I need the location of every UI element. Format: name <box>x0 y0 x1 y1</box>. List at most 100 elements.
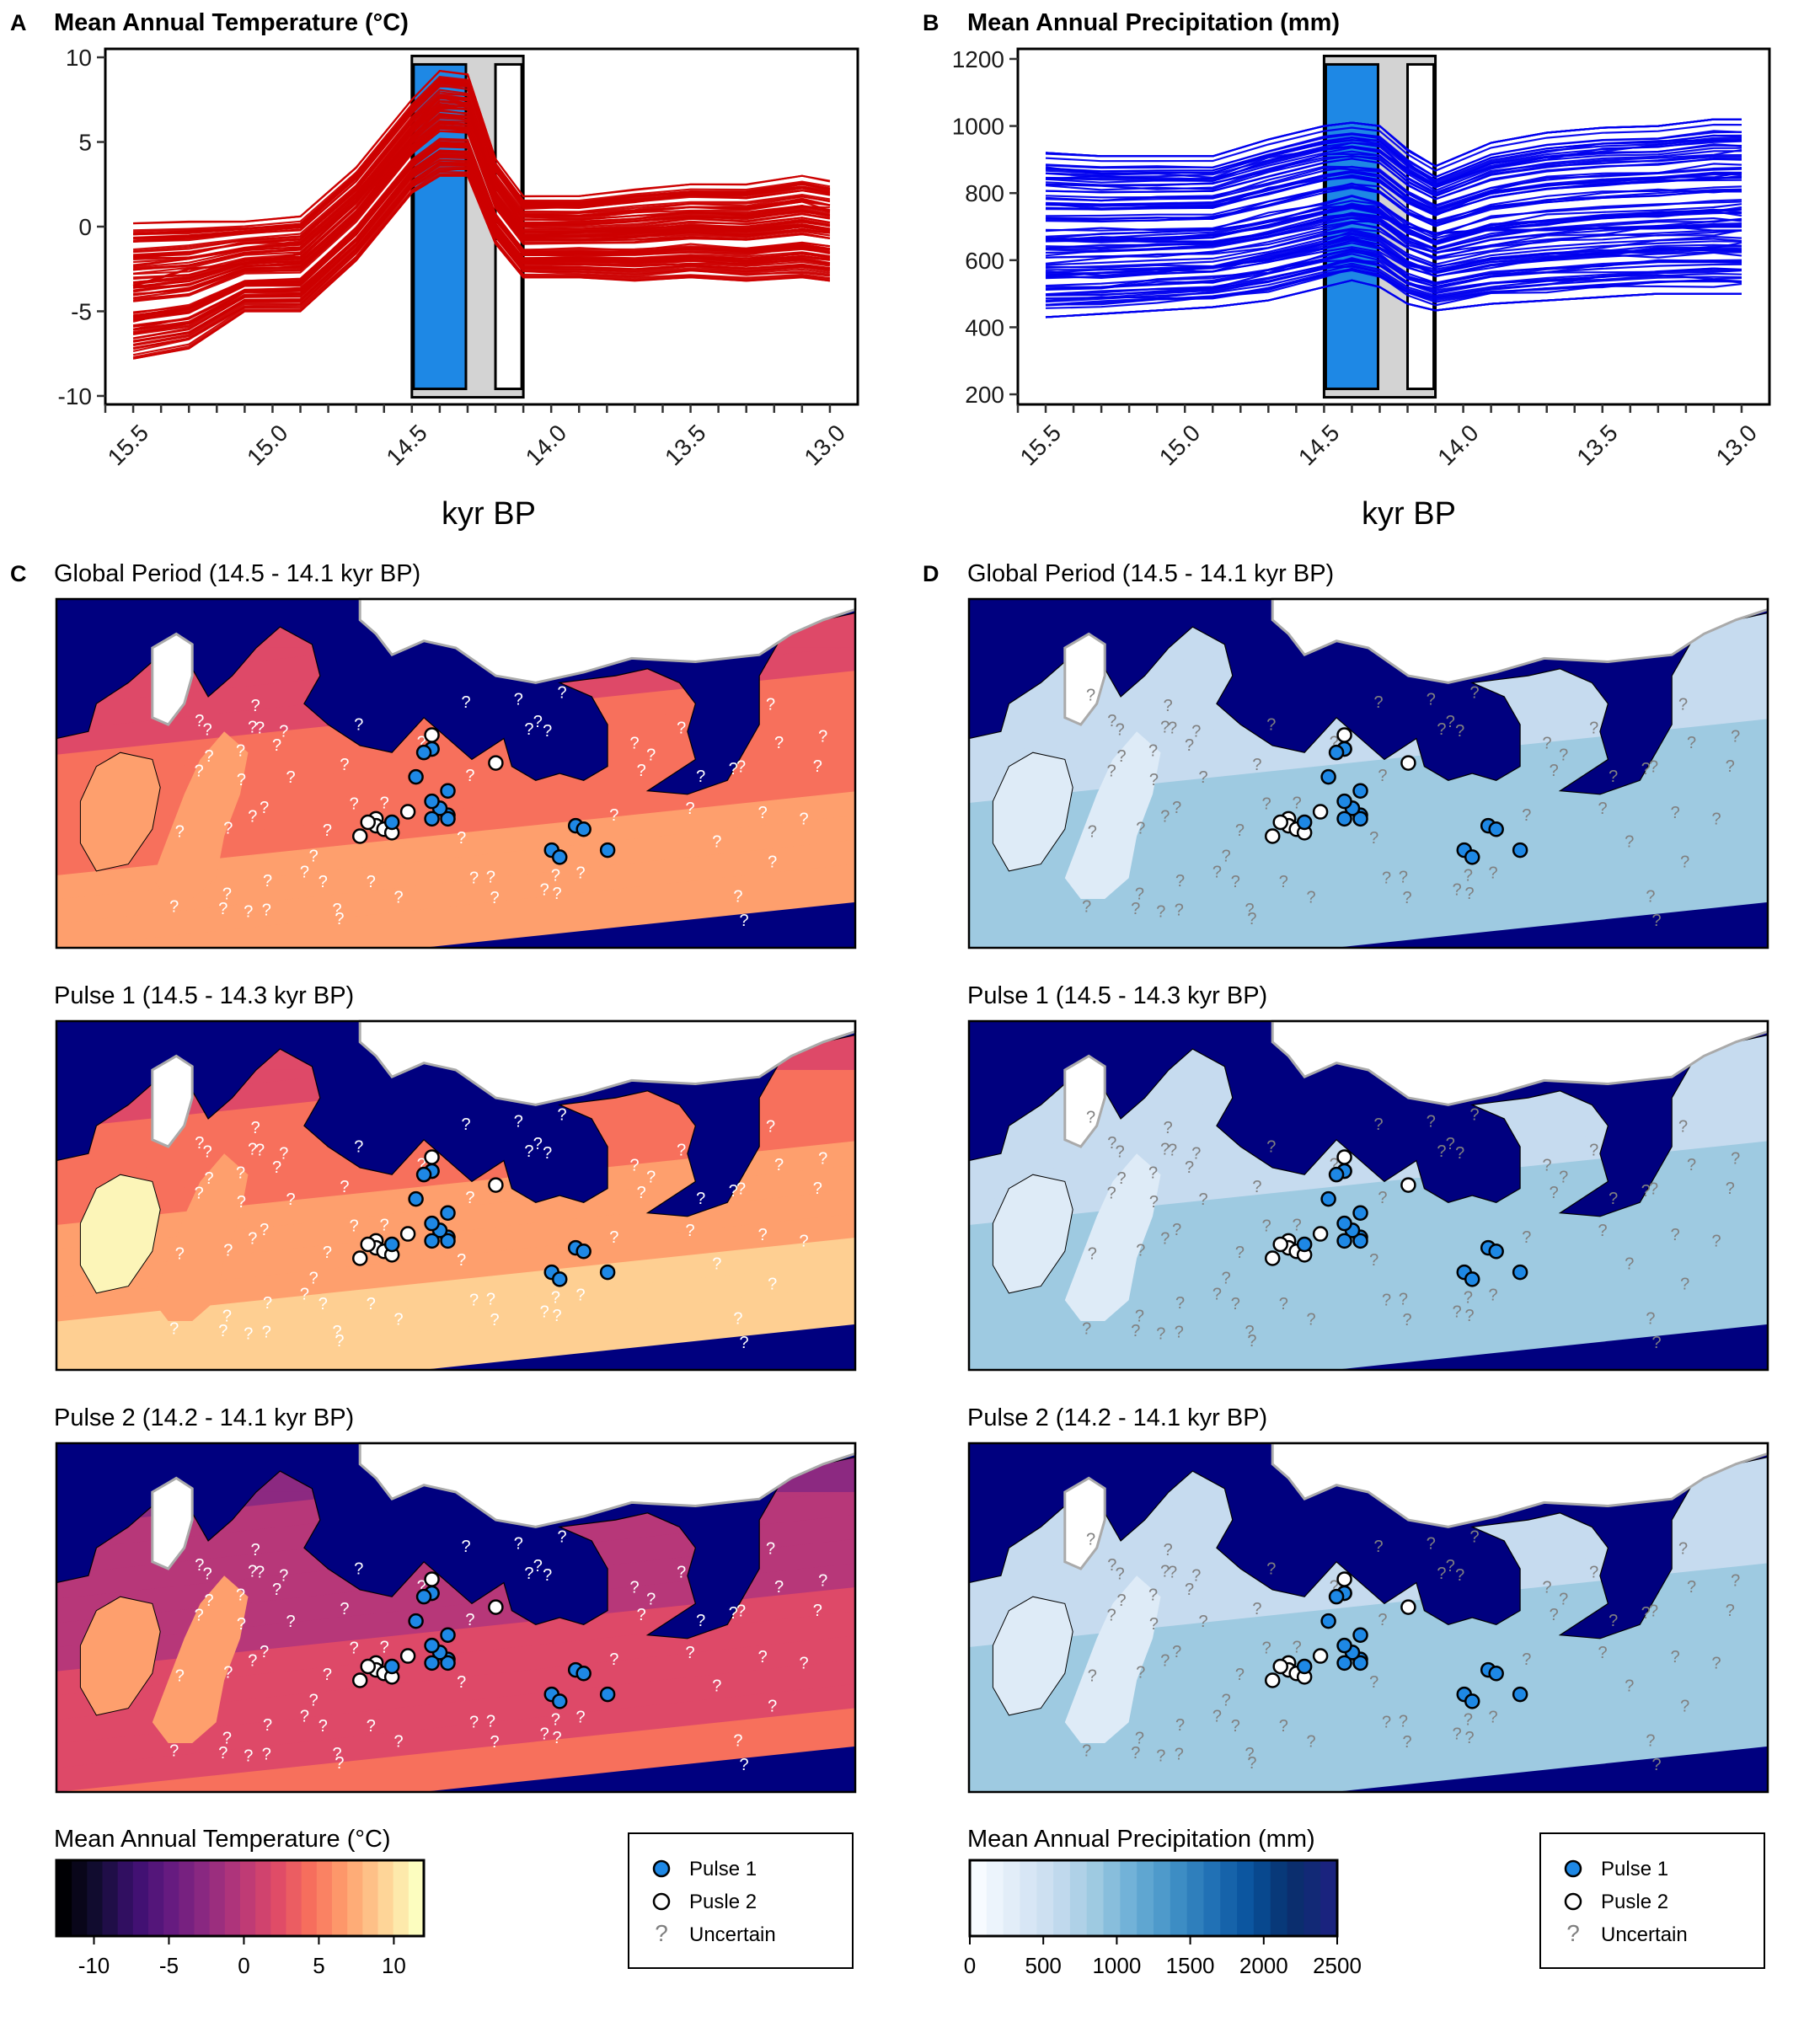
uncertain-site-marker: ? <box>354 715 363 734</box>
pulse1-site-marker <box>383 1236 400 1253</box>
uncertain-site-marker: ? <box>543 722 552 741</box>
map-frame <box>967 597 1769 949</box>
uncertain-site-marker: ? <box>457 829 466 848</box>
uncertain-site-marker: ? <box>1175 1746 1184 1764</box>
uncertain-site-marker: ? <box>236 1586 245 1604</box>
colorbar-swatch <box>1287 1860 1304 1936</box>
pulse2-site-marker <box>1400 755 1416 771</box>
pulse1-site-marker <box>440 1205 456 1221</box>
uncertain-site-marker: ? <box>1726 757 1735 776</box>
uncertain-site-marker: ? <box>367 1717 376 1736</box>
uncertain-site-marker: ? <box>1175 872 1185 891</box>
temperature-map-pulse2: ????????????????????????????????????????… <box>55 1442 857 1794</box>
trajectory-line <box>1045 233 1742 274</box>
colorbar-swatch <box>132 1860 149 1936</box>
y-tick-label: -10 <box>58 383 92 409</box>
panel-letter-d: D <box>923 561 939 586</box>
trajectory-line <box>1045 239 1742 279</box>
uncertain-site-marker: ? <box>1185 736 1194 755</box>
pulse1-site-marker <box>1328 744 1345 761</box>
uncertain-site-marker: ? <box>758 1226 768 1244</box>
uncertain-site-marker: ? <box>1542 1578 1551 1597</box>
uncertain-site-marker: ? <box>237 1615 246 1634</box>
uncertain-site-marker: ? <box>262 1324 271 1342</box>
uncertain-site-marker: ? <box>576 1286 586 1304</box>
uncertain-site-marker: ? <box>1646 1732 1655 1751</box>
ireland-landmass <box>992 1174 1073 1294</box>
y-tick-label: 200 <box>965 382 1004 408</box>
uncertain-site-marker: ? <box>1235 1244 1245 1262</box>
colorbar-swatch <box>209 1860 226 1936</box>
legend-label-pulse1: Pulse 1 <box>1601 1858 1668 1880</box>
pulse2-site-marker <box>1264 828 1281 844</box>
uncertain-site-marker: ? <box>1198 768 1207 787</box>
pulse2-site-marker <box>399 1226 416 1242</box>
britain-landmass <box>1064 731 1161 899</box>
uncertain-site-marker: ? <box>1279 1717 1288 1736</box>
pulse2-site-marker <box>1336 727 1352 743</box>
pulse1-site-marker <box>1296 1236 1313 1253</box>
uncertain-site-marker: ? <box>740 912 749 930</box>
uncertain-site-marker: ? <box>729 1182 738 1201</box>
uncertain-site-marker: ? <box>350 794 359 813</box>
pulse1-site-marker <box>1464 1693 1480 1709</box>
uncertain-site-marker: ? <box>1148 1163 1158 1182</box>
uncertain-site-marker: ? <box>1136 1663 1145 1682</box>
uncertain-site-marker: ? <box>1550 762 1559 780</box>
uncertain-site-marker: ? <box>1135 885 1144 904</box>
uncertain-site-marker: ? <box>758 1648 768 1666</box>
trajectory-line <box>132 174 831 360</box>
trajectory-line <box>1045 154 1742 198</box>
x-tick-label: 13.5 <box>660 420 710 470</box>
uncertain-site-marker: ? <box>380 794 389 813</box>
uncertain-site-marker: ? <box>768 1698 777 1716</box>
uncertain-site-marker: ? <box>195 1556 204 1575</box>
uncertain-site-marker: ? <box>1330 1156 1339 1174</box>
uncertain-site-marker: ? <box>540 880 549 899</box>
colorbar-swatch <box>1020 1860 1037 1936</box>
uncertain-site-marker: ? <box>677 1563 686 1581</box>
uncertain-site-marker: ? <box>1453 1725 1462 1743</box>
pulse2-site-marker <box>424 1149 440 1165</box>
climate-band <box>969 1286 1768 1370</box>
uncertain-site-marker: ? <box>248 1652 257 1671</box>
pulse1-legend-marker <box>1564 1859 1582 1878</box>
uncertain-site-marker: ? <box>1453 1303 1462 1321</box>
pulse1-site-marker <box>383 814 400 831</box>
colorbar-swatch <box>1036 1860 1054 1936</box>
pulse2-site-marker <box>1272 1658 1288 1675</box>
uncertain-site-marker: ? <box>1191 1145 1201 1163</box>
uncertain-site-marker: ? <box>462 693 471 712</box>
uncertain-site-marker: ? <box>557 1527 566 1546</box>
colorbar-swatch <box>970 1860 988 1936</box>
uncertain-site-marker: ? <box>236 741 245 760</box>
trajectory-line <box>1045 262 1742 300</box>
pulse1-site-marker <box>415 1588 432 1605</box>
uncertain-site-marker: ? <box>244 1325 253 1344</box>
y-tick-label: 600 <box>965 248 1004 274</box>
uncertain-site-marker: ? <box>1168 1141 1177 1159</box>
pulse2-site-marker <box>1400 1177 1416 1193</box>
uncertain-site-marker: ? <box>1489 1286 1498 1304</box>
pulse1-site-marker <box>1336 1637 1352 1654</box>
colorbar-swatch <box>1220 1860 1238 1936</box>
uncertain-site-marker: ? <box>1212 863 1222 881</box>
uncertain-site-marker: ? <box>774 1156 784 1174</box>
trajectory-line <box>1045 140 1742 187</box>
pulse2-site-marker <box>360 1236 376 1253</box>
uncertain-site-marker: ? <box>251 1119 260 1137</box>
pulse2-site-marker <box>1312 1648 1329 1664</box>
uncertain-site-marker: ? <box>637 1606 646 1624</box>
uncertain-site-marker: ? <box>1625 832 1634 851</box>
precipitation-colorbar-title: Mean Annual Precipitation (mm) <box>967 1826 1315 1853</box>
uncertain-site-marker: ? <box>204 1169 213 1188</box>
uncertain-site-marker: ? <box>768 1276 777 1294</box>
uncertain-site-marker: ? <box>1175 1716 1185 1735</box>
uncertain-site-marker: ? <box>1678 696 1688 714</box>
colorbar-swatch <box>332 1860 348 1936</box>
uncertain-site-marker: ? <box>248 718 257 736</box>
uncertain-site-marker: ? <box>195 1606 204 1624</box>
uncertain-site-marker: ? <box>394 1732 404 1751</box>
uncertain-site-marker: ? <box>1399 1290 1408 1308</box>
